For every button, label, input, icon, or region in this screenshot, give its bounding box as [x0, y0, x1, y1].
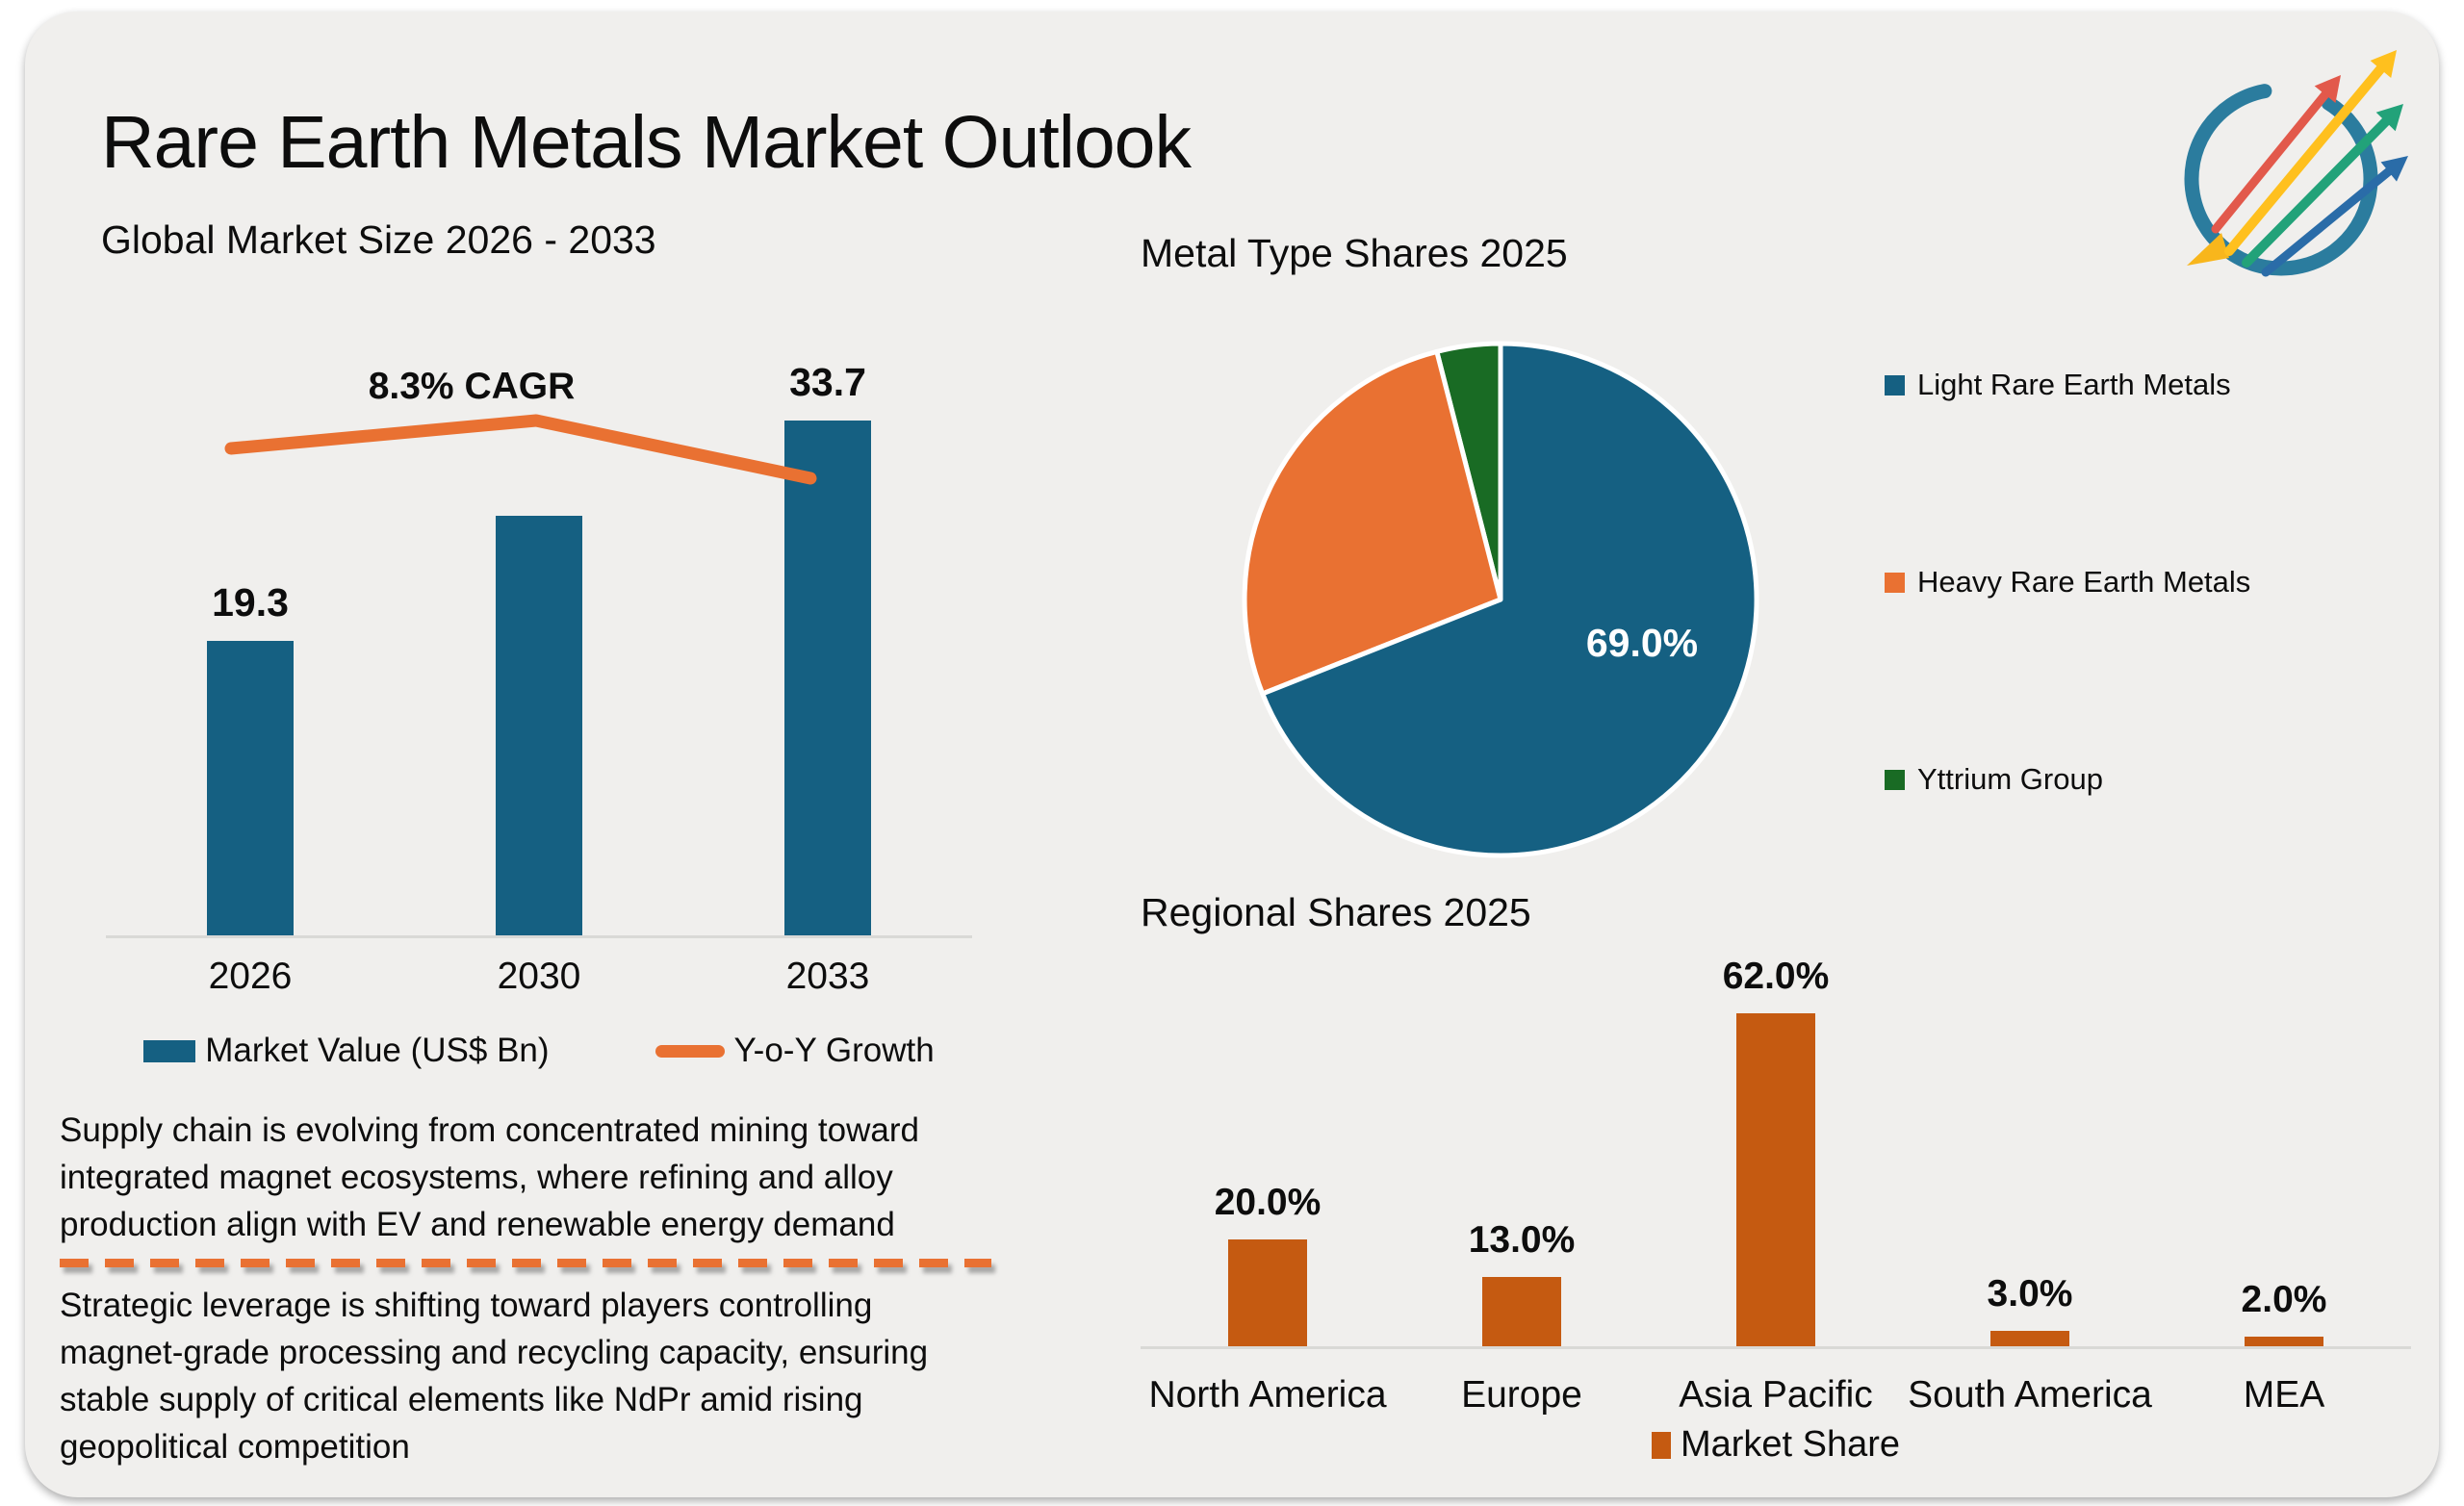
market-share-bar-mea: [2245, 1336, 2323, 1347]
market-value-bar-2033: [784, 421, 871, 936]
market-size-chart: 19.3 33.7 8.3% CAGR: [106, 360, 972, 938]
metal-type-pie-chart: 69.0%: [1242, 341, 1759, 858]
bar-value-label-south-america: 3.0%: [1987, 1273, 2073, 1315]
dashed-divider: [60, 1259, 991, 1267]
pie-legend-item-light: Light Rare Earth Metals: [1885, 368, 2231, 402]
x-label-2033: 2033: [785, 956, 870, 997]
pie-legend-label-light: Light Rare Earth Metals: [1917, 368, 2231, 401]
logo-ring: [2184, 82, 2378, 276]
logo-red-arrowhead: [2314, 75, 2341, 103]
regional-legend: Market Share: [1141, 1424, 2411, 1466]
page-title: Rare Earth Metals Market Outlook: [101, 100, 1192, 184]
pie-legend-item-yttrium: Yttrium Group: [1885, 762, 2103, 797]
note-line: Strategic leverage is shifting toward pl…: [60, 1287, 873, 1324]
bar-slot-2026: 19.3: [106, 366, 395, 936]
regional-chart-title: Regional Shares 2025: [1141, 890, 1531, 934]
market-share-bar-south-america: [1990, 1331, 2069, 1347]
market-size-bars: 19.3 33.7: [106, 360, 972, 936]
logo-yellow-arrow-shaft: [2224, 64, 2385, 256]
logo-blue-arrowhead: [2380, 156, 2408, 182]
note-paragraph-2: Strategic leverage is shifting toward pl…: [60, 1282, 1008, 1470]
bar-value-label-north-america: 20.0%: [1214, 1182, 1322, 1224]
note-line: magnet-grade processing and recycling ca…: [60, 1334, 929, 1371]
market-size-x-axis: [106, 935, 972, 938]
yttrium-group-swatch-icon: [1885, 769, 1905, 790]
pie-legend-item-heavy: Heavy Rare Earth Metals: [1885, 565, 2250, 600]
x-label-2026: 2026: [208, 956, 293, 997]
x-label-south-america: South America: [1908, 1374, 2152, 1416]
pie-data-label: 69.0%: [1586, 621, 1698, 665]
x-label-north-america: North America: [1148, 1374, 1387, 1416]
logo-blue-arrow-shaft: [2261, 166, 2394, 277]
logo-green-arrowhead: [2375, 104, 2403, 132]
logo-red-arrow-shaft: [2211, 89, 2330, 234]
bar-slot-mea: 2.0%: [2157, 962, 2411, 1347]
metal-type-chart-title: Metal Type Shares 2025: [1141, 231, 1568, 275]
note-line: production align with EV and renewable e…: [60, 1206, 895, 1243]
bar-value-label-europe: 13.0%: [1468, 1219, 1576, 1262]
pie-slice-1: [1242, 348, 1503, 697]
bar-slot-asia-pacific: 62.0%: [1649, 956, 1903, 1347]
market-share-bar-europe: [1482, 1277, 1561, 1347]
note-line: stable supply of critical elements like …: [60, 1381, 863, 1418]
logo-yellow-tail-arrowhead: [2187, 233, 2229, 266]
note-line: Supply chain is evolving from concentrat…: [60, 1111, 919, 1149]
cagr-annotation: 8.3% CAGR: [368, 366, 576, 407]
legend-item-market-value: Market Value (US$ Bn): [143, 1032, 550, 1070]
legend-label-yoy-growth: Y-o-Y Growth: [733, 1032, 935, 1069]
bar-value-label-2033: 33.7: [789, 360, 866, 404]
market-size-chart-title: Global Market Size 2026 - 2033: [101, 217, 656, 262]
pie-legend-label-yttrium: Yttrium Group: [1917, 762, 2103, 796]
market-size-x-labels: 2026 2030 2033: [106, 956, 972, 998]
regional-shares-chart: 20.0% 13.0% 62.0% 3.0% 2.0%: [1141, 956, 2411, 1349]
insight-notes: Supply chain is evolving from concentrat…: [60, 1107, 1008, 1470]
market-size-legend: Market Value (US$ Bn) Y-o-Y Growth: [106, 1032, 972, 1070]
bar-value-label-asia-pacific: 62.0%: [1722, 956, 1830, 997]
pie-legend-label-heavy: Heavy Rare Earth Metals: [1917, 565, 2251, 599]
market-value-bar-2026: [207, 641, 294, 936]
growth-arrows-logo-icon: [2184, 50, 2408, 277]
yoy-growth-swatch-icon: [654, 1044, 725, 1058]
x-label-europe: Europe: [1461, 1374, 1582, 1416]
note-line: integrated magnet ecosystems, where refi…: [60, 1159, 893, 1196]
market-share-swatch-icon: [1651, 1431, 1671, 1459]
market-share-bar-asia-pacific: [1736, 1013, 1815, 1347]
heavy-rare-earth-swatch-icon: [1885, 572, 1905, 593]
bar-slot-europe: 13.0%: [1395, 962, 1649, 1347]
x-label-mea: MEA: [2243, 1374, 2325, 1416]
logo-yellow-arrowhead: [2370, 50, 2397, 78]
bar-slot-2033: 33.7: [683, 360, 972, 936]
regional-x-labels: North America Europe Asia Pacific South …: [1141, 1374, 2411, 1417]
bar-slot-south-america: 3.0%: [1903, 962, 2157, 1347]
logo-green-arrow-shaft: [2242, 116, 2391, 268]
note-paragraph-1: Supply chain is evolving from concentrat…: [60, 1107, 1008, 1248]
legend-item-market-share: Market Share: [1651, 1424, 1901, 1466]
regional-x-axis: [1141, 1346, 2411, 1349]
note-line: geopolitical competition: [60, 1428, 410, 1466]
legend-item-yoy-growth: Y-o-Y Growth: [654, 1032, 935, 1070]
x-label-2030: 2030: [497, 956, 581, 997]
bar-slot-2030: [395, 366, 683, 936]
market-value-swatch-icon: [143, 1039, 196, 1062]
light-rare-earth-swatch-icon: [1885, 374, 1905, 396]
legend-label-market-value: Market Value (US$ Bn): [205, 1032, 550, 1069]
bar-value-label-mea: 2.0%: [2241, 1278, 2327, 1320]
regional-bars: 20.0% 13.0% 62.0% 3.0% 2.0%: [1141, 956, 2411, 1347]
x-label-asia-pacific: Asia Pacific: [1679, 1374, 1873, 1416]
bar-slot-north-america: 20.0%: [1141, 962, 1395, 1347]
market-share-bar-north-america: [1228, 1239, 1307, 1347]
legend-label-market-share: Market Share: [1680, 1424, 1901, 1465]
bar-value-label-2026: 19.3: [212, 580, 289, 625]
market-value-bar-2030: [496, 515, 582, 936]
pie-slice-0: [1260, 341, 1759, 858]
